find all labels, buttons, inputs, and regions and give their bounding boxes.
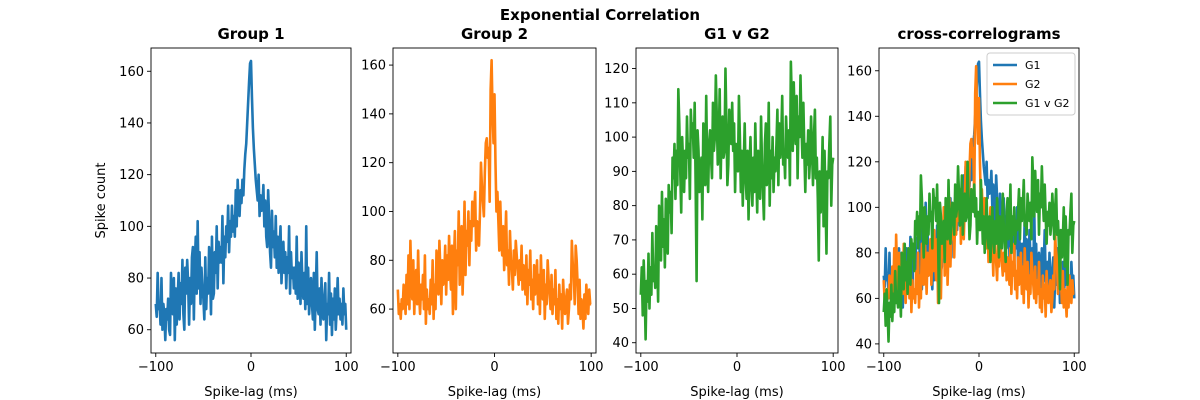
x-axis-label: Spike-lag (ms) [448, 385, 541, 400]
chart-panel-2: −100 0 100 60 80 100 120 140 160 Group 2 Spike-lag… [361, 25, 603, 400]
x-tick-label: −100 [138, 360, 174, 375]
y-tick-label: 160 [361, 59, 386, 74]
y-tick-label: 140 [847, 110, 872, 125]
y-tick-label: 60 [612, 268, 629, 283]
y-axis-label: Spike count [94, 163, 109, 239]
y-tick-label: 80 [612, 199, 629, 214]
y-tick-label: 50 [612, 302, 629, 317]
series-line-g1vg2 [639, 60, 835, 341]
y-tick-label: 110 [604, 96, 629, 111]
y-tick-label: 120 [847, 155, 872, 170]
x-tick-label: 100 [821, 360, 846, 375]
y-tick-label: 120 [604, 62, 629, 77]
x-tick-label: 0 [975, 360, 983, 375]
panel-title: cross-correlograms [897, 25, 1060, 43]
x-axis-label: Spike-lag (ms) [690, 385, 783, 400]
x-tick-label: −100 [866, 360, 902, 375]
x-tick-label: 100 [334, 360, 359, 375]
y-tick-label: 100 [119, 220, 144, 235]
chart-panel-3: −100 0 100 40 50 60 70 80 90 100 110 120 G1 v G2 Spik… [604, 25, 845, 400]
legend-label: G1 v G2 [1025, 97, 1070, 110]
legend-label: G1 [1025, 59, 1041, 72]
y-tick-label: 40 [612, 336, 629, 351]
x-tick-label: −100 [623, 360, 659, 375]
panels: −100 0 100 60 80 100 120 140 160 Group 1 Spike-lag… [94, 25, 1087, 400]
y-tick-label: 160 [847, 64, 872, 79]
y-tick-label: 60 [127, 323, 144, 338]
y-tick-label: 120 [119, 168, 144, 183]
y-tick-label: 80 [855, 246, 872, 261]
y-tick-label: 100 [361, 205, 386, 220]
y-tick-label: 90 [612, 165, 629, 180]
x-tick-label: 0 [733, 360, 741, 375]
y-tick-label: 80 [127, 272, 144, 287]
legend-label: G2 [1025, 78, 1041, 91]
x-tick-label: 0 [490, 360, 498, 375]
y-tick-label: 120 [361, 156, 386, 171]
series-line-g2 [396, 58, 592, 330]
y-tick-label: 40 [855, 337, 872, 352]
legend: G1 G2 G1 v G2 [986, 52, 1076, 116]
y-tick-label: 140 [361, 107, 386, 122]
x-tick-label: 100 [579, 360, 604, 375]
chart-panel-4: −100 0 100 40 60 80 100 120 140 160 cross-correlog… [847, 25, 1086, 400]
series-line-g1 [154, 59, 348, 342]
x-tick-label: 100 [1062, 360, 1087, 375]
y-tick-label: 140 [119, 116, 144, 131]
y-tick-label: 60 [855, 292, 872, 307]
figure-suptitle: Exponential Correlation [500, 6, 700, 24]
x-axis-label: Spike-lag (ms) [204, 385, 297, 400]
legend-box [986, 52, 1076, 116]
y-tick-label: 70 [612, 233, 629, 248]
y-tick-label: 60 [369, 303, 386, 318]
series-line-g2 [882, 64, 1075, 318]
series-line-g1vg2 [882, 155, 1076, 343]
y-tick-label: 160 [119, 65, 144, 80]
x-tick-label: −100 [380, 360, 416, 375]
y-tick-label: 80 [369, 254, 386, 269]
panel-title: Group 2 [461, 25, 528, 43]
x-axis-label: Spike-lag (ms) [932, 385, 1025, 400]
y-tick-label: 100 [847, 201, 872, 216]
panel-title: G1 v G2 [704, 25, 770, 43]
y-tick-label: 100 [604, 131, 629, 146]
chart-panel-1: −100 0 100 60 80 100 120 140 160 Group 1 Spike-lag… [94, 25, 359, 400]
x-tick-label: 0 [247, 360, 255, 375]
panel-title: Group 1 [217, 25, 284, 43]
